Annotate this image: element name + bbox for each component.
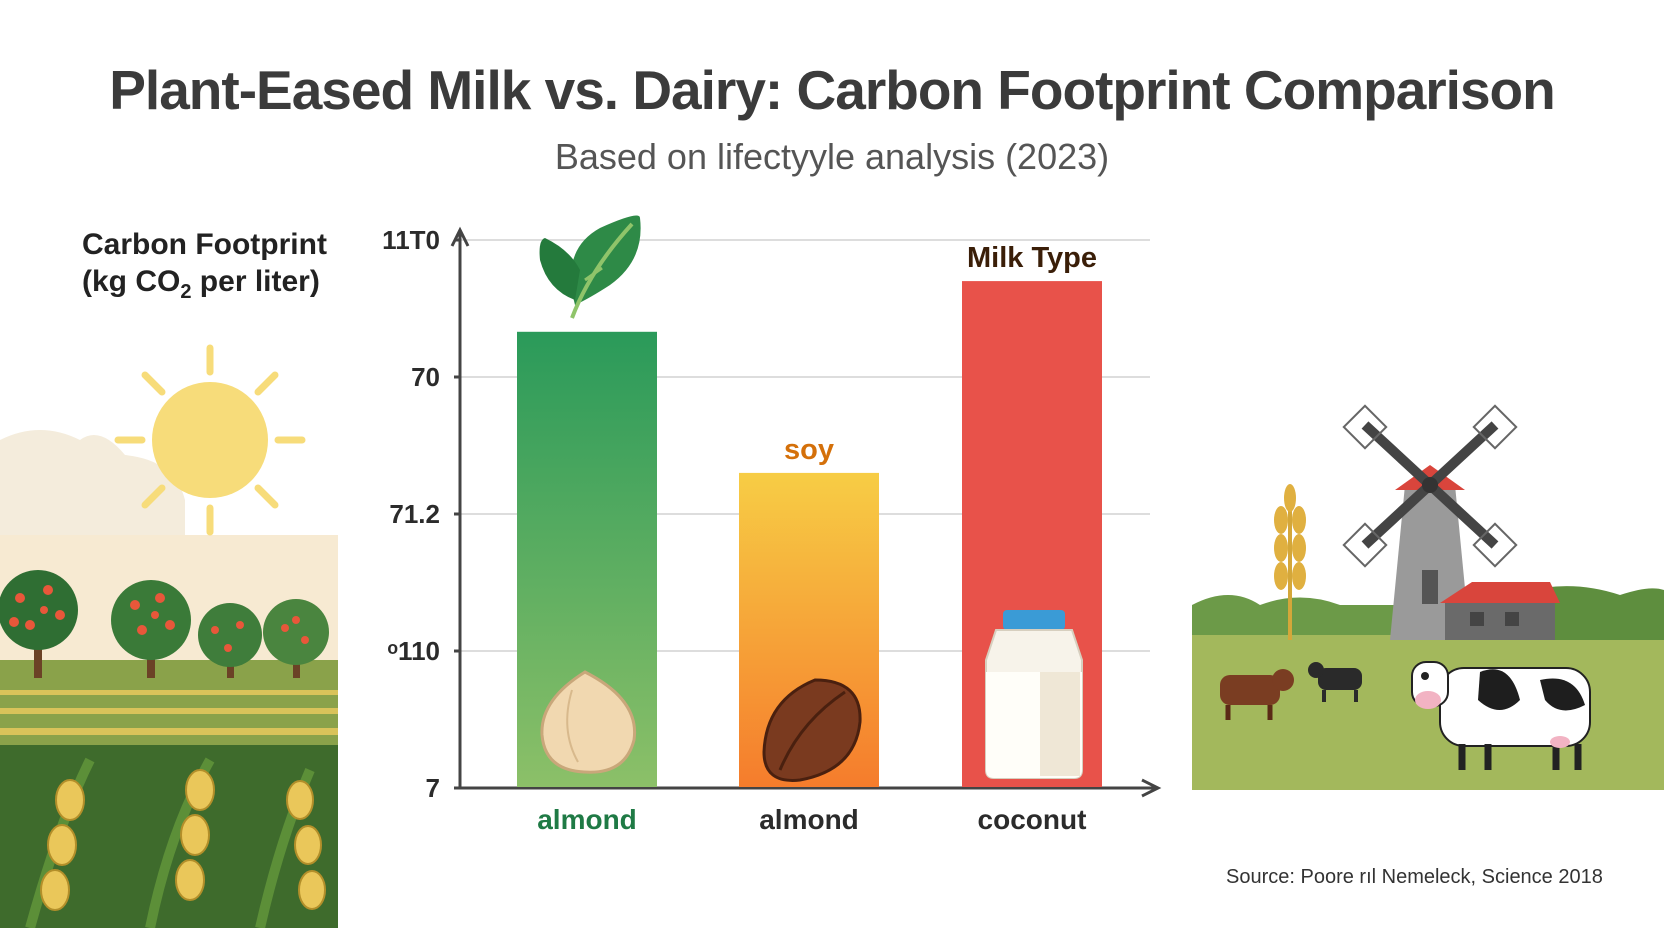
crop-rows xyxy=(0,690,338,735)
bar-annotation: soy xyxy=(784,434,834,466)
orchard-field-illustration xyxy=(0,344,338,928)
source-note: Source: Poore rıl Nemeleck, Science 2018 xyxy=(1226,866,1603,888)
wheat-icon xyxy=(1274,484,1306,640)
farm-windmill-cows-illustration xyxy=(1192,404,1664,790)
y-axis-label-subscript: 2 xyxy=(180,281,192,303)
sun-icon xyxy=(114,344,306,536)
chart-subtitle: Based on lifectyyle analysis (2023) xyxy=(554,136,1110,177)
chart-title: Plant-Eased Milk vs. Dairy: Carbon Footp… xyxy=(109,59,1556,121)
fruit-trees xyxy=(0,570,329,678)
x-category-label: almond xyxy=(759,804,859,835)
y-axis-label-line2-prefix: (kg CO xyxy=(82,265,181,298)
y-tick-label: 11T0 xyxy=(382,225,440,255)
x-category-label: almond xyxy=(537,804,637,835)
y-tick-label: 71.2 xyxy=(389,499,440,529)
y-tick-label: ᵒ110 xyxy=(387,636,440,666)
y-axis-arrow xyxy=(450,226,470,247)
y-tick-label: 7 xyxy=(426,773,440,803)
cocoa-bean-icon xyxy=(762,678,862,782)
almond-icon xyxy=(540,670,637,774)
y-axis-label: Carbon Footprint (kg CO2 per liter) xyxy=(82,226,327,311)
bar-annotation: Milk Type xyxy=(967,242,1097,274)
x-category-label: coconut xyxy=(978,804,1087,835)
cow-icons xyxy=(1220,661,1591,770)
y-axis-label-line1: Carbon Footprint xyxy=(82,228,327,261)
leaf-icon xyxy=(539,215,641,319)
barn-icon xyxy=(1440,582,1560,640)
x-axis-arrow xyxy=(1141,778,1162,798)
corn-plants xyxy=(25,757,326,928)
y-tick-label: 70 xyxy=(411,362,440,392)
y-axis-label-line2-suffix: per liter) xyxy=(191,265,320,298)
milk-bottle-icon xyxy=(985,610,1083,779)
